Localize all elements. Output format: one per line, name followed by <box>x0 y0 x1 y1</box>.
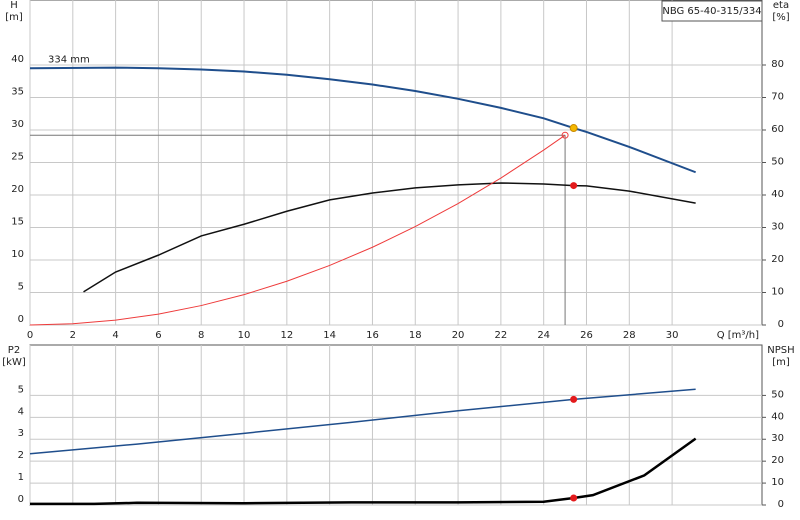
y2-axis-label: [m] <box>772 357 790 368</box>
x-tick-label: 6 <box>155 330 161 341</box>
y2-tick-label: 10 <box>771 287 784 298</box>
reference-point <box>561 131 569 139</box>
y-tick-label: 5 <box>18 282 24 293</box>
y2-tick-label: 50 <box>771 157 784 168</box>
curve <box>29 66 697 174</box>
y2-tick-label: 50 <box>771 389 784 400</box>
y2-tick-label: 70 <box>771 92 784 103</box>
x-tick-label: 0 <box>27 330 33 341</box>
y-tick-label: 20 <box>11 184 24 195</box>
curve <box>29 134 566 326</box>
curve <box>29 388 696 455</box>
chart-title: NBG 65-40-315/334 <box>662 6 761 17</box>
curve <box>83 182 696 293</box>
y2-tick-label: 20 <box>771 254 784 265</box>
curve-label: 334 mm <box>48 54 90 65</box>
operating-point <box>570 182 578 190</box>
curve <box>30 437 697 506</box>
title-box <box>661 0 763 22</box>
y-tick-label: 0 <box>18 494 24 505</box>
x-tick-label: 2 <box>70 330 76 341</box>
x-tick-label: 8 <box>198 330 204 341</box>
y2-tick-label: 80 <box>771 59 784 70</box>
x-tick-label: 20 <box>452 330 465 341</box>
y-tick-label: 10 <box>11 249 24 260</box>
operating-point <box>570 494 578 502</box>
y-axis-label: P2 <box>8 345 20 356</box>
y-axis-label: [kW] <box>2 357 26 368</box>
operating-point <box>569 124 578 133</box>
y2-tick-label: 40 <box>771 189 784 200</box>
y2-tick-label: 0 <box>778 319 784 330</box>
y-tick-label: 30 <box>11 119 24 130</box>
y-tick-label: 40 <box>11 54 24 65</box>
y-tick-label: 1 <box>18 472 24 483</box>
y2-tick-label: 0 <box>778 499 784 510</box>
y-tick-label: 35 <box>11 87 24 98</box>
y2-axis-label: NPSH <box>767 345 794 356</box>
y2-tick-label: 30 <box>771 433 784 444</box>
x-tick-label: 26 <box>580 330 593 341</box>
x-tick-label: 10 <box>238 330 251 341</box>
y2-tick-label: 20 <box>771 455 784 466</box>
y-tick-label: 0 <box>18 314 24 325</box>
x-tick-label: 16 <box>366 330 379 341</box>
x-tick-label: 24 <box>537 330 550 341</box>
y2-tick-label: 10 <box>771 477 784 488</box>
y-tick-label: 3 <box>18 428 24 439</box>
x-axis-label: Q [m³/h] <box>717 330 759 341</box>
y2-tick-label: 30 <box>771 222 784 233</box>
x-tick-label: 18 <box>409 330 422 341</box>
x-tick-label: 14 <box>323 330 336 341</box>
x-tick-label: 28 <box>623 330 636 341</box>
plot-frame <box>29 344 763 506</box>
operating-point <box>570 395 578 403</box>
y-tick-label: 5 <box>18 384 24 395</box>
y2-tick-label: 60 <box>771 124 784 135</box>
x-tick-label: 12 <box>280 330 293 341</box>
y-tick-label: 15 <box>11 217 24 228</box>
y-axis-label: [m] <box>5 12 23 23</box>
y-axis-label: H <box>10 0 18 11</box>
y-tick-label: 25 <box>11 152 24 163</box>
y2-tick-label: 40 <box>771 411 784 422</box>
x-tick-label: 22 <box>495 330 508 341</box>
y2-axis-label: [%] <box>772 12 789 23</box>
x-tick-label: 30 <box>666 330 679 341</box>
y2-axis-label: eta <box>773 0 789 11</box>
y-tick-label: 4 <box>18 406 24 417</box>
x-tick-label: 4 <box>112 330 118 341</box>
y-tick-label: 2 <box>18 450 24 461</box>
